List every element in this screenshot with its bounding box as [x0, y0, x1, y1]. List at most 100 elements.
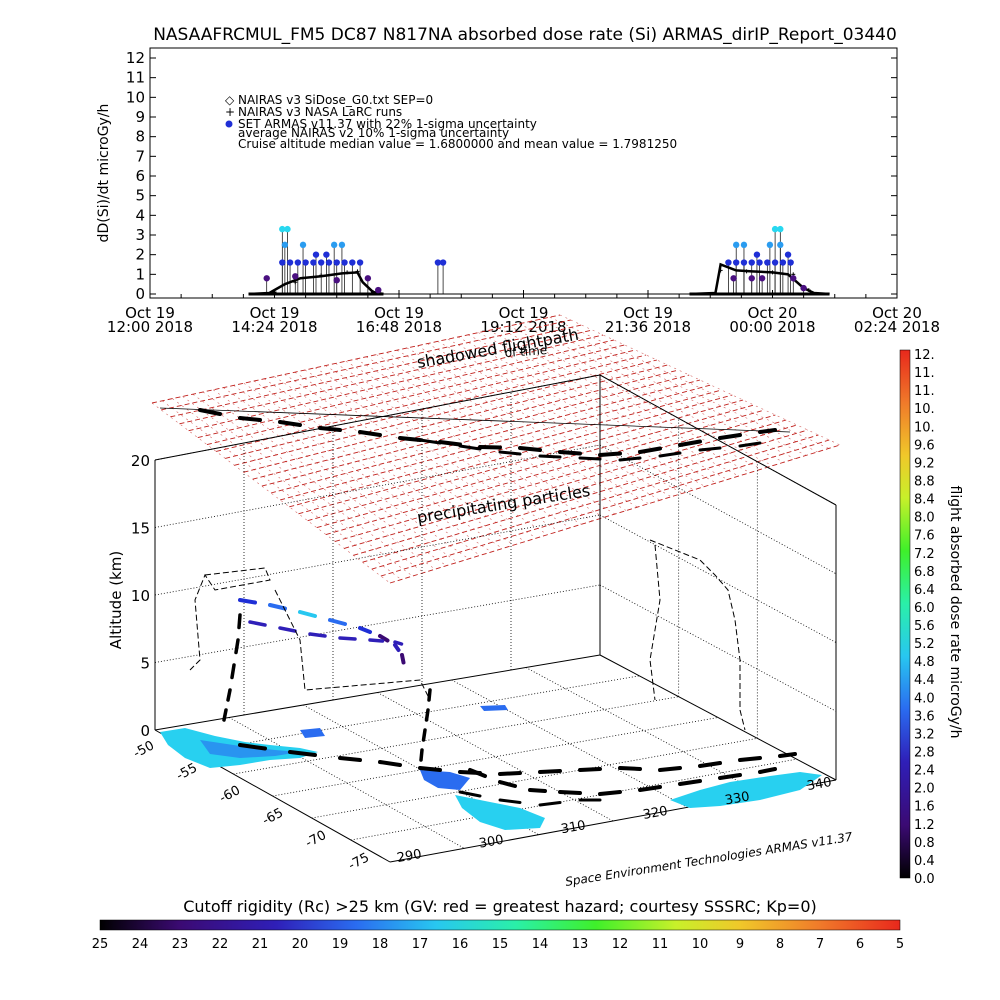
armas-point — [777, 241, 784, 249]
dose-rate-tick-label: 5.6 — [914, 619, 935, 634]
armas-point — [732, 259, 740, 266]
dose-rate-tick-label: 2.8 — [914, 746, 935, 761]
armas-point — [302, 259, 309, 266]
flight-track — [159, 407, 797, 807]
cruise-track-segment — [238, 598, 257, 605]
y-tick-label: 6 — [135, 167, 145, 185]
x-tick-label-date: Oct 20 — [872, 304, 922, 322]
altitude-tick-label: 5 — [140, 655, 150, 673]
cutoff-rigidity-tick-label: 25 — [92, 937, 109, 952]
precip-grid-line — [355, 358, 616, 515]
credit-label: Space Environment Technologies ARMAS v11… — [564, 830, 854, 889]
armas-point — [325, 259, 333, 266]
shadow-flightpath-segment — [698, 446, 722, 452]
flight-3d-view: 0 5 10 15 20 Altitude (km) -50 -55 -60 -65 -70 -7… — [107, 314, 854, 889]
armas-point — [375, 286, 382, 294]
descent-track-segment — [222, 708, 228, 722]
armas-point — [364, 275, 372, 282]
floor-grid-line — [350, 758, 797, 841]
armas-point — [758, 275, 766, 282]
armas-point — [286, 259, 294, 266]
precip-grid-line — [162, 400, 402, 580]
cutoff-rigidity-tick-label: 19 — [332, 937, 349, 952]
armas-point — [439, 259, 447, 266]
alt-grid-right-wall — [599, 584, 837, 712]
precip-grid-line — [192, 393, 436, 570]
precip-grid-line — [386, 352, 649, 504]
legend-label-nairas-larc: NAIRAS v3 NASA LaRC runs — [238, 105, 402, 119]
ground-track-segment — [578, 767, 602, 772]
alt-grid-right-wall — [599, 444, 837, 575]
armas-point — [356, 259, 364, 266]
shadow-flightpath-segment — [438, 440, 462, 447]
y-tick-label: 3 — [135, 226, 145, 244]
x-tick-label-date: Oct 19 — [125, 304, 175, 322]
armas-point — [333, 259, 340, 266]
dose-rate-tick-label: 2.4 — [914, 764, 935, 779]
precip-grid-line — [182, 396, 424, 573]
dose-rate-colorbar-fill — [899, 349, 911, 879]
cutoff-rigidity-colorbar-fill — [99, 919, 901, 931]
flight-shadow-wall-mid — [274, 589, 431, 701]
floor-grid-line — [525, 667, 762, 795]
dose-rate-tick-label: 2.0 — [914, 782, 935, 797]
top-legend: ◇ NAIRAS v3 SiDose_G0.txt SEP=0 + NAIRAS… — [225, 93, 677, 151]
ground-track-segment — [238, 743, 267, 751]
cruise-track-segment — [298, 610, 317, 618]
shadow-flightpath-segment — [498, 450, 522, 456]
armas-point — [732, 241, 740, 249]
shadow-flightpath-segment — [598, 451, 622, 457]
altitude-grid — [154, 374, 837, 739]
dose-rate-tick-label: 0.0 — [914, 872, 935, 887]
precip-grid-line — [280, 384, 711, 501]
dose-rate-tick-label: 3.2 — [914, 727, 935, 742]
cruise-track-segment — [400, 653, 406, 665]
nairas-larc-point — [806, 288, 811, 293]
descent-track-segment — [427, 688, 432, 702]
cutoff-rigidity-tick-label: 11 — [652, 937, 669, 952]
armas-point — [323, 251, 330, 258]
x-tick-label-date: Oct 19 — [250, 304, 300, 322]
ground-track-segment — [738, 756, 762, 762]
precip-grid-line — [304, 369, 559, 532]
cutoff-rigidity-colorbar: Cutoff rigidity (Rc) >25 km (GV: red = g… — [92, 897, 904, 952]
armas-point — [279, 259, 286, 266]
precip-grid-line — [188, 334, 604, 432]
dose-rate-tick-label: 5.2 — [914, 637, 935, 652]
precip-grid-line — [202, 391, 447, 566]
y-tick-label: 8 — [135, 128, 145, 146]
x-tick-label-time: 02:24 2018 — [854, 318, 940, 336]
armas-point — [349, 259, 356, 266]
shadow-flightpath-thin — [159, 407, 791, 433]
longitude-tick-label: 290 — [396, 847, 423, 866]
altitude-axis-label: Altitude (km) — [107, 551, 125, 649]
floor-grid-line — [233, 696, 679, 775]
precip-grid-line — [289, 389, 722, 508]
armas-point — [771, 259, 779, 266]
land-masses — [160, 705, 822, 830]
shadow-flightpath-segment — [518, 446, 542, 452]
ground-track-segment — [498, 798, 522, 804]
x-tick-label-time: 16:48 2018 — [356, 318, 442, 336]
shadow-flightpath-segment — [718, 433, 742, 440]
armas-point — [317, 259, 325, 266]
alt-grid-left-wall — [154, 374, 601, 461]
armas-point — [281, 241, 289, 249]
precip-grid-line — [437, 341, 706, 487]
cutoff-rigidity-tick-label: 6 — [856, 937, 864, 952]
armas-point — [748, 259, 755, 266]
nairas-larc-point — [345, 270, 350, 275]
altitude-tick-label: 0 — [140, 722, 150, 740]
precip-grid-line — [353, 424, 798, 556]
shadow-flightpath-segment — [238, 416, 262, 422]
precip-grid-line — [335, 363, 593, 522]
dose-rate-tick-label: 0.8 — [914, 836, 935, 851]
longitude-tick-label: 300 — [478, 833, 505, 852]
dose-rate-tick-label: 8.4 — [914, 493, 935, 508]
ground-track-segment — [458, 790, 482, 798]
descent-track-segment — [424, 708, 430, 722]
descent-track-segment — [421, 728, 427, 742]
precip-grid-line — [161, 319, 571, 411]
ground-track-segment — [598, 790, 622, 796]
